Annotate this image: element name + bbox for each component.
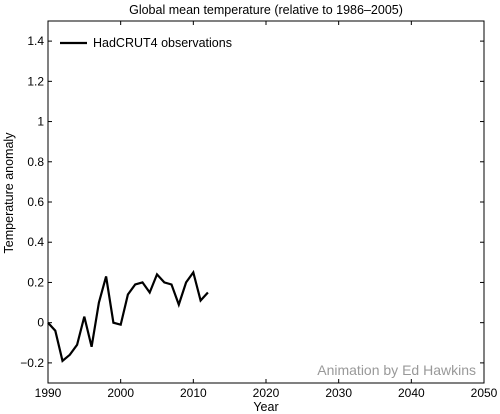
credit-text: Animation by Ed Hawkins <box>317 362 476 378</box>
y-tick-label: 1 <box>37 115 44 129</box>
y-tick-label: 1.4 <box>27 34 44 48</box>
axes <box>47 20 485 384</box>
plot-area-frame <box>47 20 485 384</box>
x-tick-label: 1990 <box>35 386 62 400</box>
legend-label: HadCRUT4 observations <box>93 36 232 50</box>
x-tick-label: 2020 <box>253 386 280 400</box>
series-line-0 <box>47 269 209 363</box>
legend: HadCRUT4 observations <box>60 36 232 50</box>
x-tick-label: 2050 <box>471 386 498 400</box>
x-tick-label: 2040 <box>398 386 425 400</box>
axis-ticks: 1990 2000 2010 2020 2030 2040 2050 −0.2 0 0.2 0.4 0… <box>20 21 498 400</box>
y-tick-label: 0.6 <box>27 195 44 209</box>
y-tick-label: 0.2 <box>27 275 44 289</box>
x-tick-label: 2010 <box>180 386 207 400</box>
y-tick-label: 0 <box>37 316 44 330</box>
x-tick-label: 2000 <box>107 386 134 400</box>
y-tick-label: −0.2 <box>20 356 44 370</box>
y-axis-title: Temperature anomaly <box>2 132 16 254</box>
chart-title: Global mean temperature (relative to 198… <box>129 3 403 17</box>
series-layer <box>47 269 209 363</box>
x-tick-label: 2030 <box>325 386 352 400</box>
y-tick-label: 0.4 <box>27 235 44 249</box>
x-axis-title: Year <box>253 400 278 414</box>
y-tick-label: 1.2 <box>27 74 44 88</box>
y-tick-label: 0.8 <box>27 155 44 169</box>
